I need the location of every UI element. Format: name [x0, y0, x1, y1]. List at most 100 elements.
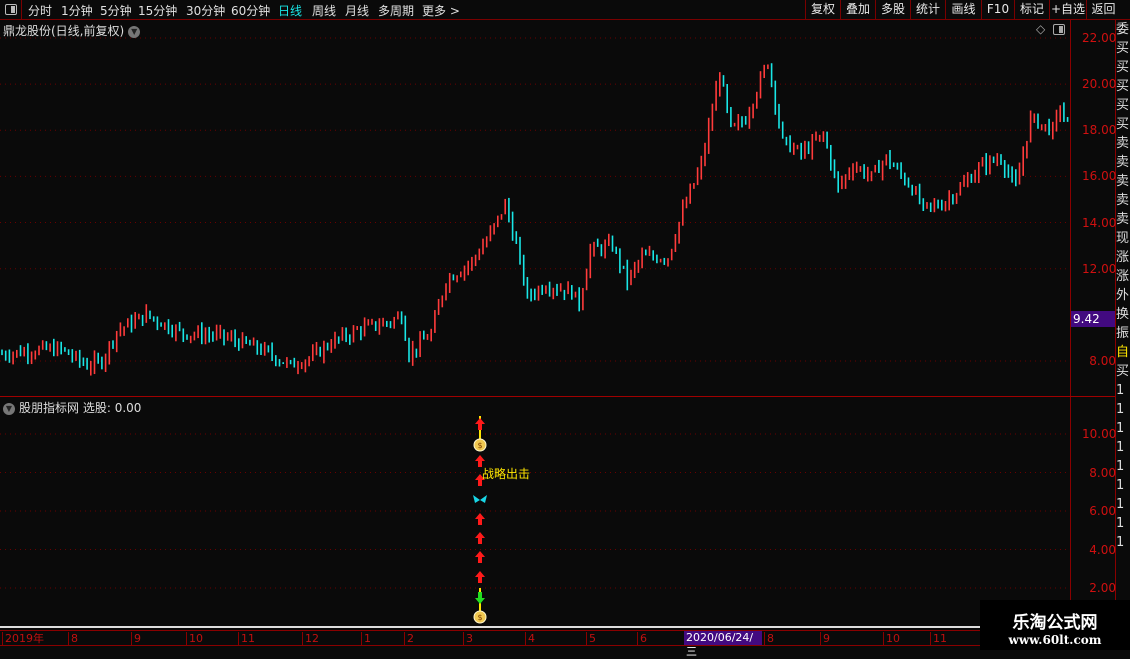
diamond-icon[interactable]: ◇	[1036, 22, 1046, 36]
indicator-tick-label: 2.00	[1089, 581, 1116, 595]
side-panel-label: 自	[1116, 345, 1130, 360]
dollar-sign: $	[477, 441, 482, 450]
side-panel-label: 卖	[1116, 212, 1130, 227]
side-panel-label: 买	[1116, 41, 1130, 56]
toolbar-button[interactable]: F10	[981, 0, 1014, 20]
period-tab[interactable]: 日线	[278, 4, 303, 18]
cursor-date: 2020/06/24/三	[684, 631, 762, 658]
indicator-tick-label: 4.00	[1089, 542, 1116, 557]
period-tab[interactable]: 多周期	[378, 4, 415, 18]
price-tick-label: 18.00	[1082, 123, 1117, 138]
date-tick-label: 3	[463, 632, 473, 646]
signal-label: 战略出击	[482, 467, 531, 481]
indicator-value: 选股: 0.00	[82, 401, 142, 415]
period-tab[interactable]: 15分钟	[138, 4, 178, 18]
period-tab[interactable]: 1分钟	[61, 4, 93, 18]
side-panel-label: 涨	[1116, 269, 1130, 284]
date-tick-label: 8	[68, 632, 78, 646]
chevron-down-icon[interactable]: ▼	[128, 25, 141, 38]
stock-title-text: 鼎龙股份(日线,前复权)	[3, 24, 125, 38]
date-axis: 2019年 8 9 10 11 12 1 2 3 4 5 6 8 9 10 11	[0, 630, 980, 646]
up-arrow-icon	[475, 418, 485, 430]
period-tab[interactable]: 60分钟	[231, 4, 271, 18]
period-tab[interactable]: 5分钟	[100, 4, 132, 18]
date-tick-label: 12	[302, 632, 319, 646]
period-tab[interactable]: 周线	[312, 4, 337, 18]
date-tick-label: 2	[404, 632, 414, 646]
side-panel-label: 1	[1116, 497, 1125, 512]
side-panel-label: 外	[1116, 288, 1130, 303]
date-tick-label: 8	[764, 632, 774, 646]
price-tick-label: 22.00	[1082, 31, 1117, 45]
period-tab[interactable]: 月线	[345, 4, 370, 18]
date-tick-label: 9	[820, 632, 830, 646]
toolbar-button[interactable]: +自选	[1049, 0, 1086, 20]
side-panel-label: 1	[1116, 440, 1125, 455]
panel-icon	[5, 4, 17, 15]
side-panel-label: 1	[1116, 383, 1125, 398]
date-tick-label: 10	[883, 632, 900, 646]
period-tab[interactable]: 更多 >	[422, 4, 460, 18]
stock-title[interactable]: 鼎龙股份(日线,前复权) ▼	[3, 22, 141, 39]
watermark-url: www.60lt.com	[1008, 633, 1102, 647]
side-panel-label: 买	[1116, 79, 1130, 94]
side-panel-label: 买	[1116, 364, 1130, 379]
side-panel-label: 现	[1116, 231, 1130, 246]
side-panel-label: 卖	[1116, 136, 1130, 151]
side-panel-label: 换	[1116, 307, 1130, 322]
side-panel-label: 委	[1116, 22, 1130, 37]
current-price-tag: 9.42	[1071, 311, 1115, 327]
toolbar-button[interactable]: 画线	[945, 0, 981, 20]
date-tick-label: 6	[637, 632, 647, 646]
date-tick-label: 4	[525, 632, 535, 646]
date-tick-label: 5	[586, 632, 596, 646]
toolbar: 分时 1分钟 5分钟 15分钟 30分钟 60分钟 日线 周线 月线 多周期 更多 > 复权 叠加 多股…	[0, 0, 1130, 20]
toolbar-button[interactable]: 标记	[1014, 0, 1049, 20]
indicator-baseline	[0, 626, 980, 628]
side-panel-label: 卖	[1116, 174, 1130, 189]
side-panel-label: 1	[1116, 459, 1125, 474]
indicator-tick-label: 10.00	[1082, 427, 1117, 441]
toolbar-button[interactable]: 复权	[805, 0, 840, 20]
panel-icon[interactable]	[1053, 24, 1065, 35]
date-tick-label: 9	[131, 632, 141, 646]
indicator-title[interactable]: ▼ 股朋指标网 选股: 0.00	[3, 399, 141, 416]
layout-toggle-button[interactable]	[0, 0, 22, 20]
axis-divider	[1115, 20, 1116, 630]
toolbar-button[interactable]: 统计	[910, 0, 945, 20]
date-tick-label: 1	[361, 632, 371, 646]
side-panel-label: 1	[1116, 516, 1125, 531]
price-tick-label: 16.00	[1082, 169, 1117, 184]
date-tick-label: 11	[930, 632, 947, 646]
side-panel-label: 1	[1116, 421, 1125, 436]
toolbar-button[interactable]: 返回	[1086, 0, 1120, 20]
side-panel-label: 买	[1116, 117, 1130, 132]
price-tick-label: 14.00	[1082, 215, 1117, 230]
side-panel-label: 1	[1116, 402, 1125, 417]
up-arrow-icon	[475, 474, 485, 486]
money-bag-icon	[473, 438, 487, 452]
toolbar-button[interactable]: 叠加	[840, 0, 875, 20]
dollar-sign: $	[477, 613, 482, 622]
panel-divider[interactable]	[0, 396, 1115, 397]
side-panel-label: 1	[1116, 478, 1125, 493]
date-tick-label: 2019年	[2, 632, 44, 646]
up-arrow-icon	[475, 532, 485, 544]
candlestick-chart[interactable]: $$	[0, 0, 1070, 630]
date-tick-label: 11	[238, 632, 255, 646]
axis-divider	[1070, 20, 1071, 630]
side-panel-label: 卖	[1116, 155, 1130, 170]
up-arrow-icon	[475, 571, 485, 583]
price-tick-label: 8.00	[1089, 353, 1116, 368]
watermark: 乐淘公式网 www.60lt.com	[980, 600, 1130, 650]
side-panel-label: 卖	[1116, 193, 1130, 208]
toolbar-button[interactable]: 多股	[875, 0, 910, 20]
side-panel-label: 买	[1116, 98, 1130, 113]
price-tick-label: 12.00	[1082, 261, 1117, 276]
chevron-down-icon[interactable]: ▼	[3, 402, 15, 415]
watermark-name: 乐淘公式网	[1012, 613, 1098, 633]
period-tab[interactable]: 30分钟	[186, 4, 226, 18]
period-tab[interactable]: 分时	[28, 4, 53, 18]
indicator-tick-label: 8.00	[1089, 465, 1116, 480]
